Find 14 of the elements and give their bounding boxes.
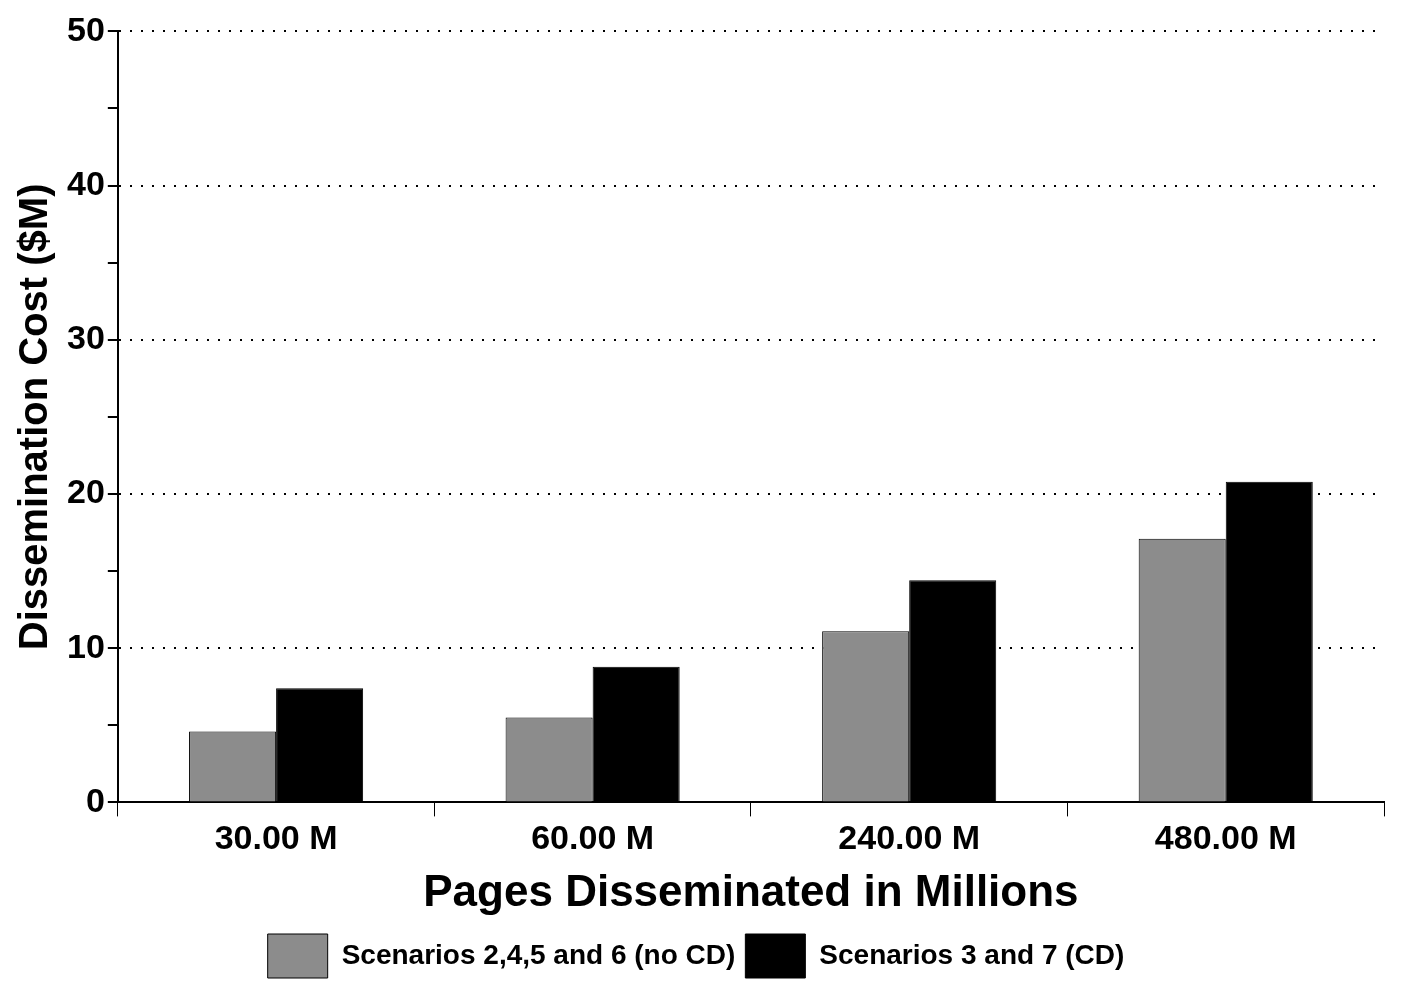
y-axis-title: Dissemination Cost ($M) — [11, 183, 56, 651]
y-tick-label: 50 — [66, 9, 105, 48]
y-tick-label: 40 — [66, 163, 105, 202]
y-tick-label: 0 — [85, 780, 105, 819]
x-axis-title: Pages Disseminated in Millions — [423, 865, 1079, 915]
y-tick-label: 20 — [66, 472, 105, 511]
x-tick-label: 60.00 M — [531, 818, 655, 857]
legend-label: Scenarios 3 and 7 (CD) — [819, 938, 1125, 970]
x-tick-label: 240.00 M — [838, 818, 981, 857]
x-tick-label: 480.00 M — [1154, 818, 1297, 857]
y-tick-label: 30 — [66, 318, 105, 357]
y-tick-label: 10 — [66, 626, 105, 665]
legend-label: Scenarios 2,4,5 and 6 (no CD) — [341, 938, 736, 970]
x-tick-label: 30.00 M — [214, 818, 338, 857]
